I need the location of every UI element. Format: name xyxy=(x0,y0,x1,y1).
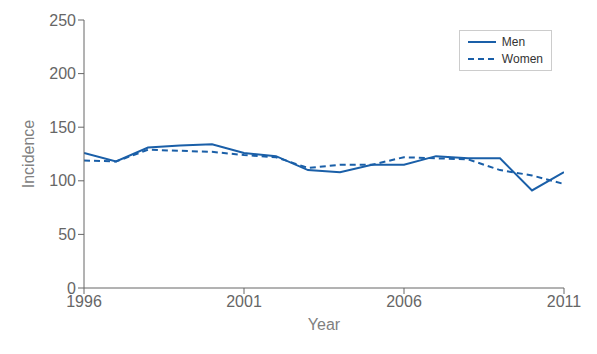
svg-text:200: 200 xyxy=(49,65,76,82)
html-text:Women: Women xyxy=(501,52,543,66)
svg-text:2006: 2006 xyxy=(386,293,422,310)
svg-text:250: 250 xyxy=(49,12,76,29)
svg-text:Year: Year xyxy=(308,316,341,333)
svg-text:50: 50 xyxy=(58,226,76,243)
svg-text:100: 100 xyxy=(49,172,76,189)
svg-text:2001: 2001 xyxy=(226,293,262,310)
svg-text:2011: 2011 xyxy=(547,293,582,310)
svg-text:Incidence: Incidence xyxy=(20,120,37,189)
html-text:Men: Men xyxy=(501,35,526,49)
svg-text:150: 150 xyxy=(49,119,76,136)
svg-text:0: 0 xyxy=(67,280,76,297)
svg-text:1996: 1996 xyxy=(66,293,102,311)
